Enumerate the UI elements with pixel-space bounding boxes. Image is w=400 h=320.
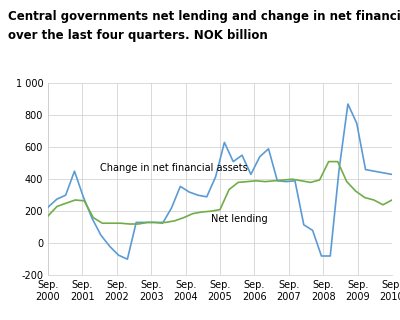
Text: Central governments net lending and change in net financial assets: Central governments net lending and chan… — [8, 10, 400, 23]
Text: Change in net financial assets: Change in net financial assets — [100, 163, 247, 173]
Text: over the last four quarters. NOK billion: over the last four quarters. NOK billion — [8, 29, 268, 42]
Text: Net lending: Net lending — [211, 214, 268, 224]
